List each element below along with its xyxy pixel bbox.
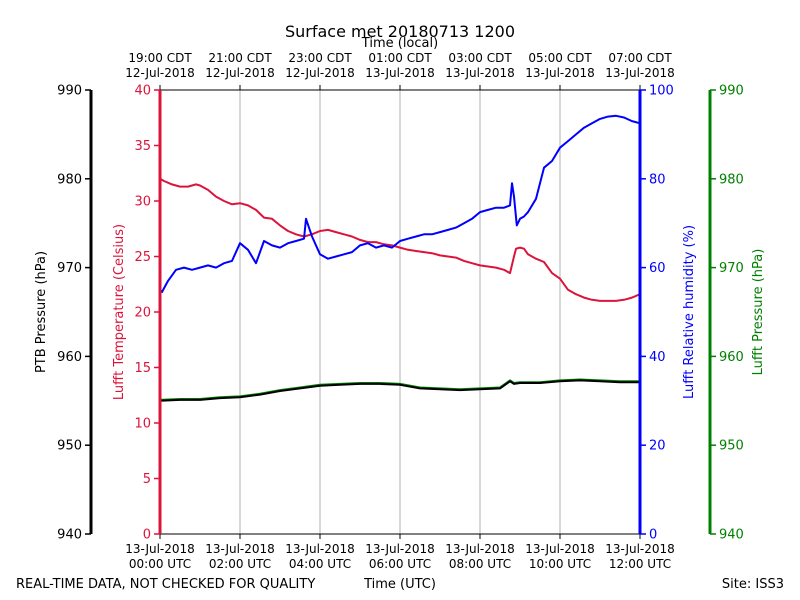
bottom-tick-label: 13-Jul-2018 bbox=[125, 542, 195, 556]
top-tick-label: 13-Jul-2018 bbox=[445, 66, 515, 80]
ptb-pressure-axis-label: PTB Pressure (hPa) bbox=[34, 251, 49, 373]
bottom-tick-label: 13-Jul-2018 bbox=[205, 542, 275, 556]
temperature-tick-label: 25 bbox=[134, 250, 151, 265]
top-tick-label: 19:00 CDT bbox=[128, 51, 192, 65]
chart-title: Surface met 20180713 1200 bbox=[285, 22, 515, 41]
bottom-tick-label: 12:00 UTC bbox=[609, 557, 671, 571]
humidity-tick-label: 100 bbox=[649, 84, 674, 99]
ptb-pressure-tick-label: 970 bbox=[57, 261, 82, 276]
top-tick-label: 13-Jul-2018 bbox=[525, 66, 595, 80]
bottom-tick-label: 08:00 UTC bbox=[449, 557, 511, 571]
ptb-pressure-tick-label: 940 bbox=[57, 528, 82, 543]
temperature-tick-label: 10 bbox=[134, 417, 151, 432]
temperature-tick-label: 5 bbox=[143, 472, 151, 487]
humidity-tick-label: 60 bbox=[649, 261, 666, 276]
bottom-tick-label: 00:00 UTC bbox=[129, 557, 191, 571]
temperature-tick-label: 40 bbox=[134, 84, 151, 99]
series-lufft-temperature bbox=[159, 177, 641, 302]
site-label: Site: ISS3 bbox=[722, 577, 784, 592]
humidity-tick-label: 0 bbox=[649, 528, 657, 543]
top-tick-label: 12-Jul-2018 bbox=[125, 66, 195, 80]
bottom-tick-label: 10:00 UTC bbox=[529, 557, 591, 571]
lufft-pressure-axis-label: Lufft Pressure (hPa) bbox=[751, 249, 766, 376]
lufft-pressure-tick-label: 960 bbox=[719, 350, 744, 365]
top-tick-label: 13-Jul-2018 bbox=[605, 66, 675, 80]
temperature-tick-label: 20 bbox=[134, 306, 151, 321]
top-tick-label: 05:00 CDT bbox=[528, 51, 592, 65]
temperature-tick-label: 30 bbox=[134, 195, 151, 210]
temperature-axis-label: Lufft Temperature (Celsius) bbox=[112, 224, 127, 400]
grid bbox=[239, 90, 561, 534]
humidity-axis-label: Lufft Relative humidity (%) bbox=[682, 225, 697, 399]
bottom-tick-label: 04:00 UTC bbox=[289, 557, 351, 571]
labels: Surface met 20180713 1200 Time (local) T… bbox=[16, 22, 784, 592]
top-tick-label: 01:00 CDT bbox=[368, 51, 432, 65]
top-tick-label: 13-Jul-2018 bbox=[365, 66, 435, 80]
bottom-axis-label: Time (UTC) bbox=[363, 577, 436, 592]
top-tick-label: 07:00 CDT bbox=[608, 51, 672, 65]
top-tick-label: 23:00 CDT bbox=[288, 51, 352, 65]
ptb-pressure-tick-label: 960 bbox=[57, 350, 82, 365]
lufft-pressure-tick-label: 970 bbox=[719, 261, 744, 276]
top-tick-label: 21:00 CDT bbox=[208, 51, 272, 65]
bottom-tick-label: 13-Jul-2018 bbox=[605, 542, 675, 556]
series-layer bbox=[159, 114, 641, 402]
temperature-tick-label: 15 bbox=[134, 361, 151, 376]
top-axis-label: Time (local) bbox=[361, 36, 438, 51]
temperature-tick-label: 0 bbox=[143, 528, 151, 543]
lufft-pressure-tick-label: 980 bbox=[719, 172, 744, 187]
ptb-pressure-tick-label: 950 bbox=[57, 439, 82, 454]
lufft-pressure-tick-label: 950 bbox=[719, 439, 744, 454]
bottom-tick-label: 13-Jul-2018 bbox=[445, 542, 515, 556]
top-tick-label: 12-Jul-2018 bbox=[205, 66, 275, 80]
series-lufft-relative-humidity bbox=[159, 114, 641, 293]
ptb-pressure-tick-label: 980 bbox=[57, 172, 82, 187]
quality-disclaimer: REAL-TIME DATA, NOT CHECKED FOR QUALITY bbox=[16, 577, 315, 592]
humidity-tick-label: 40 bbox=[649, 350, 666, 365]
series-ptb-pressure bbox=[159, 379, 640, 402]
bottom-tick-label: 02:00 UTC bbox=[209, 557, 271, 571]
bottom-tick-label: 13-Jul-2018 bbox=[285, 542, 355, 556]
lufft-pressure-tick-label: 990 bbox=[719, 84, 744, 99]
lufft-pressure-tick-label: 940 bbox=[719, 528, 744, 543]
ptb-pressure-tick-label: 990 bbox=[57, 84, 82, 99]
bottom-tick-label: 13-Jul-2018 bbox=[365, 542, 435, 556]
top-tick-label: 12-Jul-2018 bbox=[285, 66, 355, 80]
humidity-tick-label: 80 bbox=[649, 172, 666, 187]
humidity-tick-label: 20 bbox=[649, 439, 666, 454]
bottom-tick-label: 13-Jul-2018 bbox=[525, 542, 595, 556]
bottom-tick-label: 06:00 UTC bbox=[369, 557, 431, 571]
temperature-tick-label: 35 bbox=[134, 139, 151, 154]
top-tick-label: 03:00 CDT bbox=[448, 51, 512, 65]
